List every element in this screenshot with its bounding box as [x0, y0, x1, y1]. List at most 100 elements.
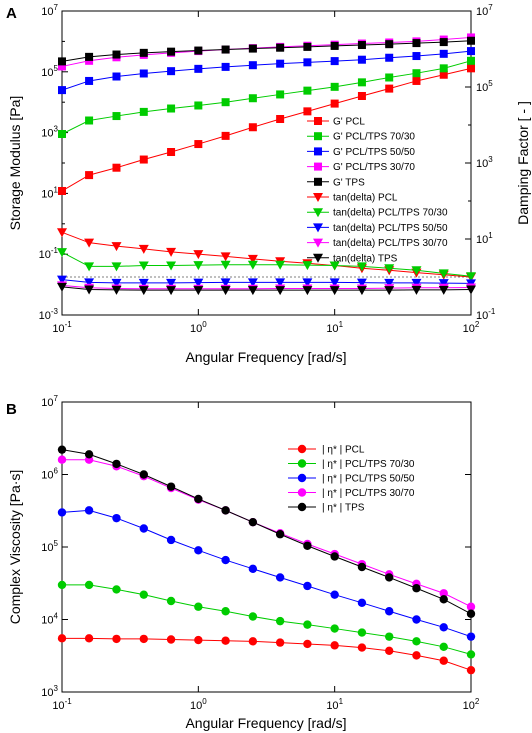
data-point [166, 635, 176, 644]
legend-label: G' PCL/TPS 70/30 [333, 132, 415, 143]
x-tick-label: 101 [326, 320, 343, 335]
legend-swatch-marker [313, 223, 323, 233]
series-line [61, 449, 472, 615]
x-axis-title-a: Angular Frequency [rad/s] [185, 349, 346, 365]
series-line [62, 584, 472, 655]
series-line [61, 50, 472, 91]
legend-label: tan(delta) PCL/TPS 30/70 [333, 238, 448, 249]
data-point [166, 535, 176, 545]
series-line [62, 637, 472, 671]
data-point [439, 656, 448, 665]
data-point [139, 524, 148, 533]
series-line [61, 286, 472, 291]
data-point [412, 69, 421, 78]
data-point [166, 286, 177, 296]
series-a-7 [57, 275, 476, 289]
data-point [167, 67, 176, 76]
series-line [61, 251, 472, 277]
data-point [412, 584, 421, 593]
x-tick-label: 100 [190, 320, 207, 335]
x-tick-label: 10-1 [52, 320, 72, 335]
data-point [57, 248, 67, 258]
data-point [275, 573, 285, 582]
data-point [247, 260, 258, 270]
data-point [194, 494, 203, 504]
data-point [221, 636, 230, 645]
data-point [438, 269, 449, 279]
data-point [412, 76, 421, 85]
legend-swatch-marker [297, 444, 307, 454]
data-point [57, 634, 67, 643]
x-tick-label: 100 [190, 697, 207, 712]
data-point [357, 41, 366, 50]
legend-item-a-8: tan(delta) PCL/TPS 30/70 [307, 238, 448, 249]
data-point [303, 639, 312, 649]
data-point [166, 261, 177, 271]
data-point [221, 131, 230, 140]
data-point [194, 546, 203, 555]
data-point [220, 286, 231, 296]
data-point [466, 285, 476, 295]
data-point [439, 70, 448, 79]
legend-label: | η* | PCL/TPS 30/70 [322, 488, 415, 499]
legend-label: | η* | PCL [322, 445, 365, 456]
y-axis-title-a: Storage Modulus [Pa] [7, 96, 23, 231]
data-point [139, 155, 148, 164]
data-point [166, 596, 176, 606]
legend-swatch-marker [297, 488, 307, 497]
data-point [167, 104, 176, 113]
data-point [275, 638, 285, 647]
legend-swatch-marker [297, 502, 307, 512]
y-tick-label: 10-3 [39, 307, 59, 322]
data-point [356, 278, 367, 288]
data-point [193, 250, 204, 260]
data-point [139, 69, 148, 78]
legend-swatch-marker [297, 459, 307, 468]
data-point [466, 602, 476, 611]
x-tick-label: 102 [463, 697, 480, 712]
data-point [356, 286, 367, 296]
series-a-2 [58, 47, 475, 95]
data-point [112, 459, 121, 469]
data-point [357, 598, 367, 607]
data-point [275, 260, 286, 270]
data-point [112, 513, 121, 523]
legend-swatch-marker [314, 132, 322, 141]
series-b-1 [57, 580, 476, 659]
y-axis-title-b: Complex Viscosity [Pa·s] [7, 470, 23, 625]
y-tick-label: 106 [41, 467, 58, 482]
data-point [85, 52, 94, 61]
data-point [58, 57, 66, 66]
legend-item-a-5: tan(delta) PCL [307, 193, 398, 204]
legend-label: | η* | PCL/TPS 50/50 [322, 474, 415, 485]
legend-label: tan(delta) PCL [333, 193, 398, 204]
legend-item-a-0: G' PCL [307, 117, 365, 128]
data-point [111, 242, 122, 252]
data-point [467, 64, 475, 73]
data-point [193, 261, 204, 271]
data-point [411, 278, 422, 288]
data-point [248, 61, 257, 70]
data-point [220, 252, 231, 262]
y-tick-label: 107 [41, 3, 58, 18]
legend-label: G' PCL [333, 117, 365, 128]
data-point [221, 607, 230, 616]
data-point [57, 445, 67, 454]
panel-label-b: B [6, 401, 17, 418]
legend-label: | η* | TPS [322, 503, 365, 514]
data-point [411, 285, 422, 295]
legend-swatch-marker [313, 193, 323, 202]
data-point [385, 73, 394, 82]
data-point [357, 628, 367, 637]
data-point [303, 42, 312, 51]
data-point [466, 272, 476, 282]
data-point [466, 609, 476, 618]
data-point [84, 634, 94, 643]
data-point [357, 78, 366, 87]
data-point [194, 46, 203, 55]
data-point [384, 264, 395, 274]
data-point [385, 40, 394, 49]
data-point [330, 624, 339, 633]
data-point [303, 58, 312, 67]
